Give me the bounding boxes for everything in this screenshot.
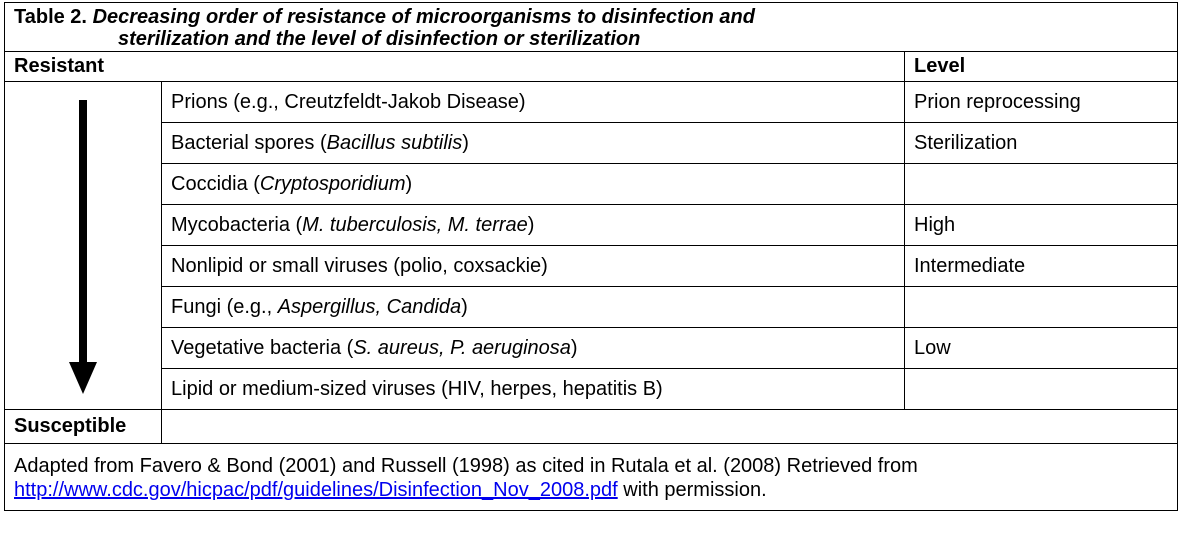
table-title-line: sterilization and the level of disinfect… [118,28,641,50]
note-text: with permission. [623,479,767,501]
level-cell [904,368,1178,410]
table-title-line: Decreasing order of resistance of microo… [92,6,755,28]
level-text: Prion reprocessing [914,90,1081,113]
susceptible-cell: Susceptible [4,409,162,444]
organism-cell: Nonlipid or small viruses (polio, coxsac… [161,245,905,287]
level-cell: Sterilization [904,122,1178,164]
note-text: Adapted from Favero & Bond (2001) and Ru… [14,455,918,477]
organism-cell: Vegetative bacteria (S. aureus, P. aerug… [161,327,905,369]
level-text: Low [914,336,951,359]
organism-text: S. aureus, P. aeruginosa [353,336,571,359]
header-cell: Resistant [4,51,905,82]
data-row: Vegetative bacteria (S. aureus, P. aerug… [5,327,1178,369]
arrow-cell [4,81,162,410]
level-cell: High [904,204,1178,246]
organism-text: ) [461,295,468,318]
organism-text: ) [570,336,578,359]
organism-text: Cryptosporidium [259,172,406,195]
data-row: Coccidia (Cryptosporidium) [5,163,1178,205]
empty-cell [161,409,1178,444]
organism-cell: Prions (e.g., Creutzfeldt-Jakob Disease) [161,81,905,123]
organism-text: ) [462,131,469,154]
title-row: Table 2. Decreasing order of resistance … [4,2,1178,52]
organism-text: Fungi (e.g., [171,295,278,318]
organism-text: M. tuberculosis, M. terrae [302,213,528,236]
organism-text: Aspergillus, Candida [277,295,462,318]
source-link[interactable]: http://www.cdc.gov/hicpac/pdf/guidelines… [14,479,618,501]
arrow [69,99,97,394]
level-cell [904,286,1178,328]
header-cell: Level [904,51,1178,82]
level-text: High [914,213,956,236]
data-row: Fungi (e.g., Aspergillus, Candida) [5,286,1178,328]
organism-text: Vegetative bacteria ( [171,336,354,359]
data-row: Mycobacteria (M. tuberculosis, M. terrae… [5,204,1178,246]
resistance-table: Table 2. Decreasing order of resistance … [4,2,1178,511]
organism-cell: Coccidia (Cryptosporidium) [161,163,905,205]
organism-text: Mycobacteria ( [171,213,303,236]
level-text: Intermediate [914,254,1026,277]
level-cell: Low [904,327,1178,369]
organism-text: Bacterial spores ( [171,131,327,154]
organism-cell: Lipid or medium-sized viruses (HIV, herp… [161,368,905,410]
data-row: Prions (e.g., Creutzfeldt-Jakob Disease)… [4,81,1178,410]
title-cell: Table 2. Decreasing order of resistance … [4,2,1178,52]
level-cell [904,163,1178,205]
data-row: Bacterial spores (Bacillus subtilis) Ster… [5,122,1178,164]
organism-text: Coccidia ( [171,172,260,195]
table-label: Table 2. [14,6,87,28]
organism-text: Prions (e.g., Creutzfeldt-Jakob Disease) [171,90,526,113]
organism-cell: Bacterial spores (Bacillus subtilis) [161,122,905,164]
level-cell: Intermediate [904,245,1178,287]
note-row: Adapted from Favero & Bond (2001) and Ru… [4,443,1178,511]
organism-text: Bacillus subtilis [326,131,463,154]
organism-text: Lipid or medium-sized viruses (HIV, herp… [171,377,663,400]
header-row: Resistant Level [4,51,1178,82]
susceptible-row: Susceptible [4,409,1178,444]
organism-cell: Mycobacteria (M. tuberculosis, M. terrae… [161,204,905,246]
organism-text: Nonlipid or small viruses (polio, coxsac… [171,254,548,277]
note-cell: Adapted from Favero & Bond (2001) and Ru… [4,443,1178,511]
organism-text: ) [527,213,535,236]
organism-cell: Fungi (e.g., Aspergillus, Candida) [161,286,905,328]
organism-text: ) [405,172,413,195]
level-cell: Prion reprocessing [904,81,1178,123]
data-row: Nonlipid or small viruses (polio, coxsac… [5,245,1178,287]
data-row: Lipid or medium-sized viruses (HIV, herp… [5,368,1178,410]
level-text: Sterilization [914,131,1018,154]
